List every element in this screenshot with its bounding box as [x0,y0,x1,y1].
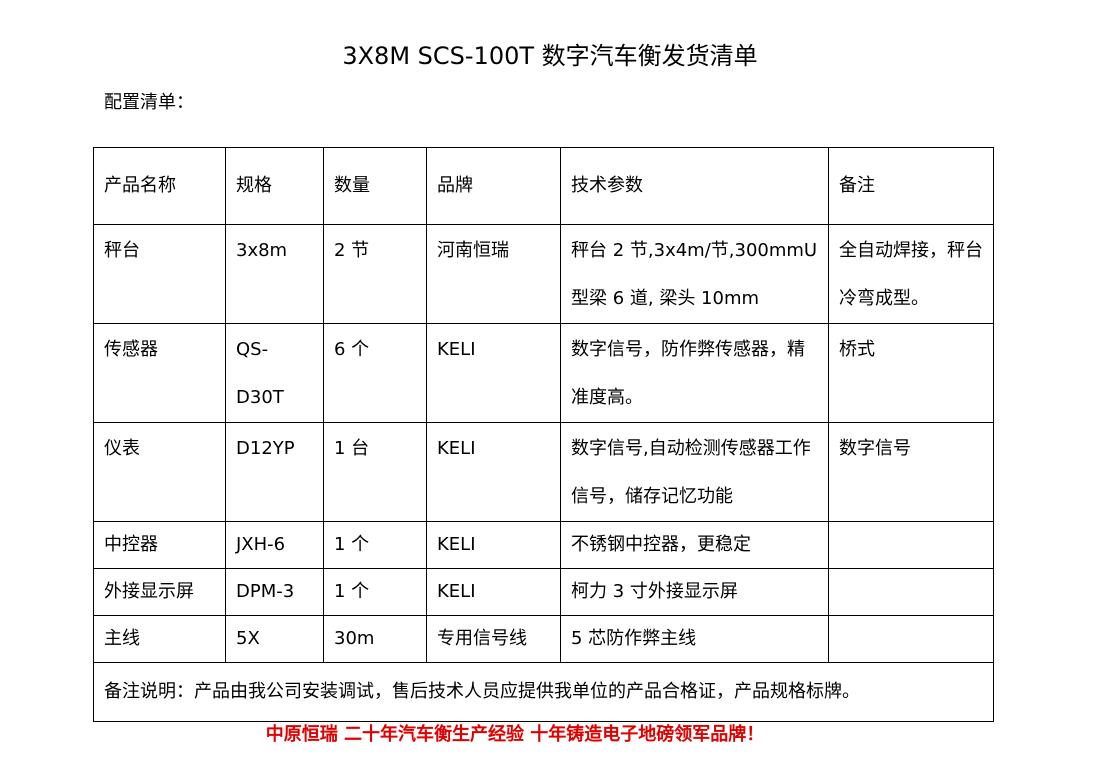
table-cell: 1 个 [323,521,427,569]
table-cell: 数字信号 [828,422,994,522]
slogan: 中原恒瑞 二十年汽车衡生产经验 十年铸造电子地磅领军品牌！ [265,724,765,745]
table-cell: KELI [426,568,561,616]
header-cell: 产品名称 [93,147,226,225]
table-cell: 秤台 2 节,3x4m/节,300mmU型梁 6 道, 梁头 10mm [560,224,829,324]
config-list-label: 配置清单： [104,92,194,113]
document-title: 3X8M SCS-100T 数字汽车衡发货清单 [342,42,758,70]
table-cell: 中控器 [93,521,226,569]
table-cell: 主线 [93,615,226,663]
table-cell: 2 节 [323,224,427,324]
table-row: 中控器 JXH-6 1 个 KELI 不锈钢中控器，更稳定 [93,521,994,569]
table-cell: KELI [426,521,561,569]
table-row: 主线 5X 30m 专用信号线 5 芯防作弊主线 [93,615,994,663]
table-header-row: 产品名称 规格 数量 品牌 技术参数 备注 [93,147,994,225]
table-row: 传感器 QS-D30T 6 个 KELI 数字信号，防作弊传感器，精准度高。 桥… [93,323,994,423]
table-cell: 传感器 [93,323,226,423]
table-row: 外接显示屏 DPM-3 1 个 KELI 柯力 3 寸外接显示屏 [93,568,994,616]
table-cell: 柯力 3 寸外接显示屏 [560,568,829,616]
table-cell: 6 个 [323,323,427,423]
table-cell: 30m [323,615,427,663]
table-cell: 秤台 [93,224,226,324]
table-cell: 数字信号,自动检测传感器工作信号，储存记忆功能 [560,422,829,522]
table-cell: 不锈钢中控器，更稳定 [560,521,829,569]
table-cell: KELI [426,422,561,522]
table-cell [828,615,994,663]
table-cell: QS-D30T [225,323,324,423]
table-cell: KELI [426,323,561,423]
table-cell: D12YP [225,422,324,522]
table-cell: JXH-6 [225,521,324,569]
table-cell: 3x8m [225,224,324,324]
header-cell: 规格 [225,147,324,225]
table-cell: 1 台 [323,422,427,522]
header-cell: 备注 [828,147,994,225]
table-cell: 仪表 [93,422,226,522]
table-cell: 5X [225,615,324,663]
table-cell: 5 芯防作弊主线 [560,615,829,663]
header-cell: 数量 [323,147,427,225]
table-cell [828,568,994,616]
table-cell: 桥式 [828,323,994,423]
note-text: 备注说明：产品由我公司安装调试，售后技术人员应提供我单位的产品合格证，产品规格标… [93,662,994,722]
table-cell: DPM-3 [225,568,324,616]
table-row: 秤台 3x8m 2 节 河南恒瑞 秤台 2 节,3x4m/节,300mmU型梁 … [93,224,994,324]
table-cell: 外接显示屏 [93,568,226,616]
header-cell: 技术参数 [560,147,829,225]
header-cell: 品牌 [426,147,561,225]
table-cell: 1 个 [323,568,427,616]
table-cell: 河南恒瑞 [426,224,561,324]
table-cell: 专用信号线 [426,615,561,663]
table-row: 仪表 D12YP 1 台 KELI 数字信号,自动检测传感器工作信号，储存记忆功… [93,422,994,522]
table-cell [828,521,994,569]
note-row: 备注说明：产品由我公司安装调试，售后技术人员应提供我单位的产品合格证，产品规格标… [93,662,994,722]
table-cell: 数字信号，防作弊传感器，精准度高。 [560,323,829,423]
table-cell: 全自动焊接，秤台冷弯成型。 [828,224,994,324]
shipping-list-table: 产品名称 规格 数量 品牌 技术参数 备注 秤台 3x8m 2 节 河南恒瑞 秤… [93,147,994,722]
